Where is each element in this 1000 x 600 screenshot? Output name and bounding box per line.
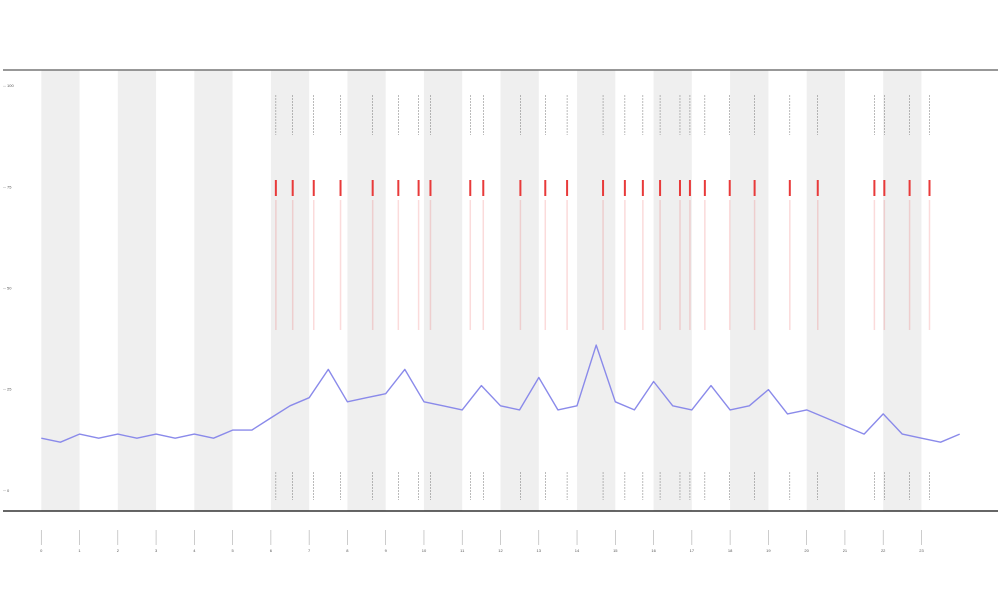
y-tick-label: 0	[7, 488, 10, 493]
event-marker	[602, 180, 605, 196]
y-tick-label: 100	[7, 83, 14, 88]
x-tick-label: 0	[40, 548, 43, 553]
x-tick-label: 8	[346, 548, 349, 553]
x-tick-label: 1	[78, 548, 81, 553]
shaded-band	[500, 70, 539, 511]
shaded-band	[41, 70, 80, 511]
event-marker	[291, 180, 294, 196]
shaded-band	[117, 70, 157, 511]
shaded-band	[347, 70, 386, 511]
event-marker	[417, 180, 420, 196]
x-tick-label: 16	[651, 548, 656, 553]
shaded-band	[194, 70, 233, 511]
event-marker	[312, 180, 315, 196]
y-tick-label: 75	[7, 184, 12, 189]
x-tick-label: 4	[193, 548, 196, 553]
event-marker	[544, 180, 547, 196]
event-marker	[371, 180, 374, 196]
event-marker	[753, 180, 756, 196]
event-marker	[728, 180, 731, 196]
event-marker	[928, 180, 931, 196]
shaded-band	[423, 70, 463, 511]
x-tick-label: 21	[843, 548, 848, 553]
x-tick-label: 17	[690, 548, 695, 553]
shaded-band	[730, 70, 769, 511]
y-tick-label: 50	[7, 286, 12, 291]
x-tick-label: 12	[498, 548, 503, 553]
event-marker	[339, 180, 342, 196]
event-marker	[688, 180, 691, 196]
event-marker	[429, 180, 432, 196]
event-marker	[519, 180, 522, 196]
event-marker	[641, 180, 644, 196]
event-marker	[566, 180, 569, 196]
x-tick-label: 18	[728, 548, 733, 553]
x-tick-label: 13	[537, 548, 542, 553]
event-marker	[788, 180, 791, 196]
event-marker	[482, 180, 485, 196]
x-tick-label: 15	[613, 548, 618, 553]
x-tick-label: 14	[575, 548, 580, 553]
x-tick-label: 5	[231, 548, 234, 553]
shaded-band	[883, 70, 922, 511]
x-tick-label: 2	[117, 548, 120, 553]
x-tick-label: 22	[881, 548, 886, 553]
shaded-band	[806, 70, 845, 511]
event-marker	[659, 180, 662, 196]
event-marker	[816, 180, 819, 196]
shaded-band	[270, 70, 310, 511]
x-tick-label: 10	[422, 548, 427, 553]
plot: 0 1 2 3 4 5 6 7 8 9 10 11 12 13 14 15 16 17 18 19 20 21 22 2302…	[3, 83, 960, 553]
event-marker	[274, 180, 277, 196]
signal-line	[41, 344, 960, 443]
shaded-band	[653, 70, 692, 511]
x-tick-label: 23	[919, 548, 924, 553]
x-tick-label: 7	[308, 548, 311, 553]
x-tick-label: 3	[155, 548, 158, 553]
event-marker	[703, 180, 706, 196]
x-tick-label: 6	[270, 548, 273, 553]
x-tick-label: 19	[766, 548, 771, 553]
x-tick-label: 20	[804, 548, 809, 553]
event-marker	[908, 180, 911, 196]
x-tick-label: 11	[460, 548, 465, 553]
shaded-band	[577, 70, 616, 511]
y-tick-label: 25	[7, 387, 12, 392]
event-marker	[883, 180, 886, 196]
event-marker	[623, 180, 626, 196]
event-marker	[469, 180, 472, 196]
event-marker	[678, 180, 681, 196]
bands	[41, 70, 922, 511]
x-tick-label: 9	[385, 548, 388, 553]
event-marker	[873, 180, 876, 196]
event-marker	[397, 180, 400, 196]
